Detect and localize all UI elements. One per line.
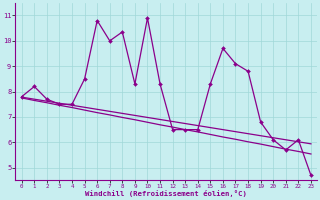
X-axis label: Windchill (Refroidissement éolien,°C): Windchill (Refroidissement éolien,°C) [85, 190, 247, 197]
